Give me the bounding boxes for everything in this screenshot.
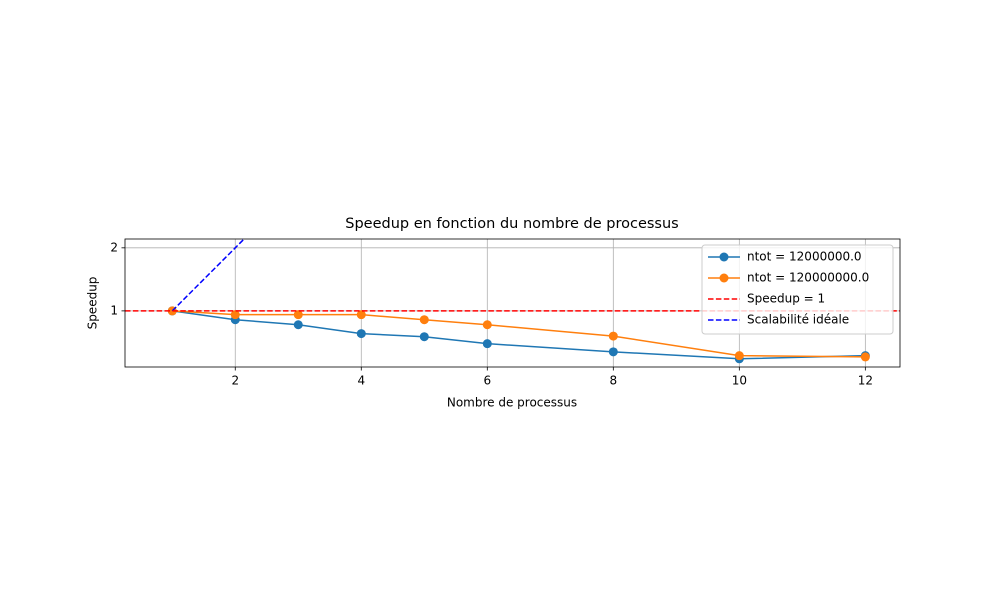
x-tick-label: 10 <box>732 374 747 388</box>
data-point <box>356 310 366 320</box>
x-tick-label: 6 <box>483 374 491 388</box>
data-point <box>293 310 303 320</box>
y-tick-label: 2 <box>110 240 118 254</box>
legend-marker <box>719 252 729 262</box>
data-point <box>356 329 366 339</box>
plot-area <box>125 239 900 364</box>
data-point <box>482 339 492 349</box>
plot-frame <box>124 238 901 368</box>
y-tick-label: 1 <box>110 303 118 317</box>
data-point <box>293 320 303 330</box>
legend-label: ntot = 120000000.0 <box>747 271 869 285</box>
legend-label: Speedup = 1 <box>747 292 825 306</box>
data-point <box>230 310 240 320</box>
chart-title: Speedup en fonction du nombre de process… <box>345 216 678 232</box>
x-tick-label: 2 <box>231 374 239 388</box>
legend-marker <box>719 273 729 283</box>
legend-label: ntot = 12000000.0 <box>747 250 862 264</box>
data-point <box>860 352 870 362</box>
legend-box <box>701 244 894 335</box>
data-point <box>419 315 429 325</box>
data-point <box>734 351 744 361</box>
data-point <box>608 331 618 341</box>
data-point <box>482 320 492 330</box>
y-axis-label: Speedup <box>86 277 100 330</box>
x-axis-label: Nombre de processus <box>447 396 577 410</box>
data-point <box>608 347 618 357</box>
x-tick-label: 12 <box>858 374 873 388</box>
x-tick-label: 8 <box>609 374 617 388</box>
x-tick-label: 4 <box>357 374 365 388</box>
legend-label: Scalabilité idéale <box>747 313 849 327</box>
data-point <box>419 332 429 342</box>
